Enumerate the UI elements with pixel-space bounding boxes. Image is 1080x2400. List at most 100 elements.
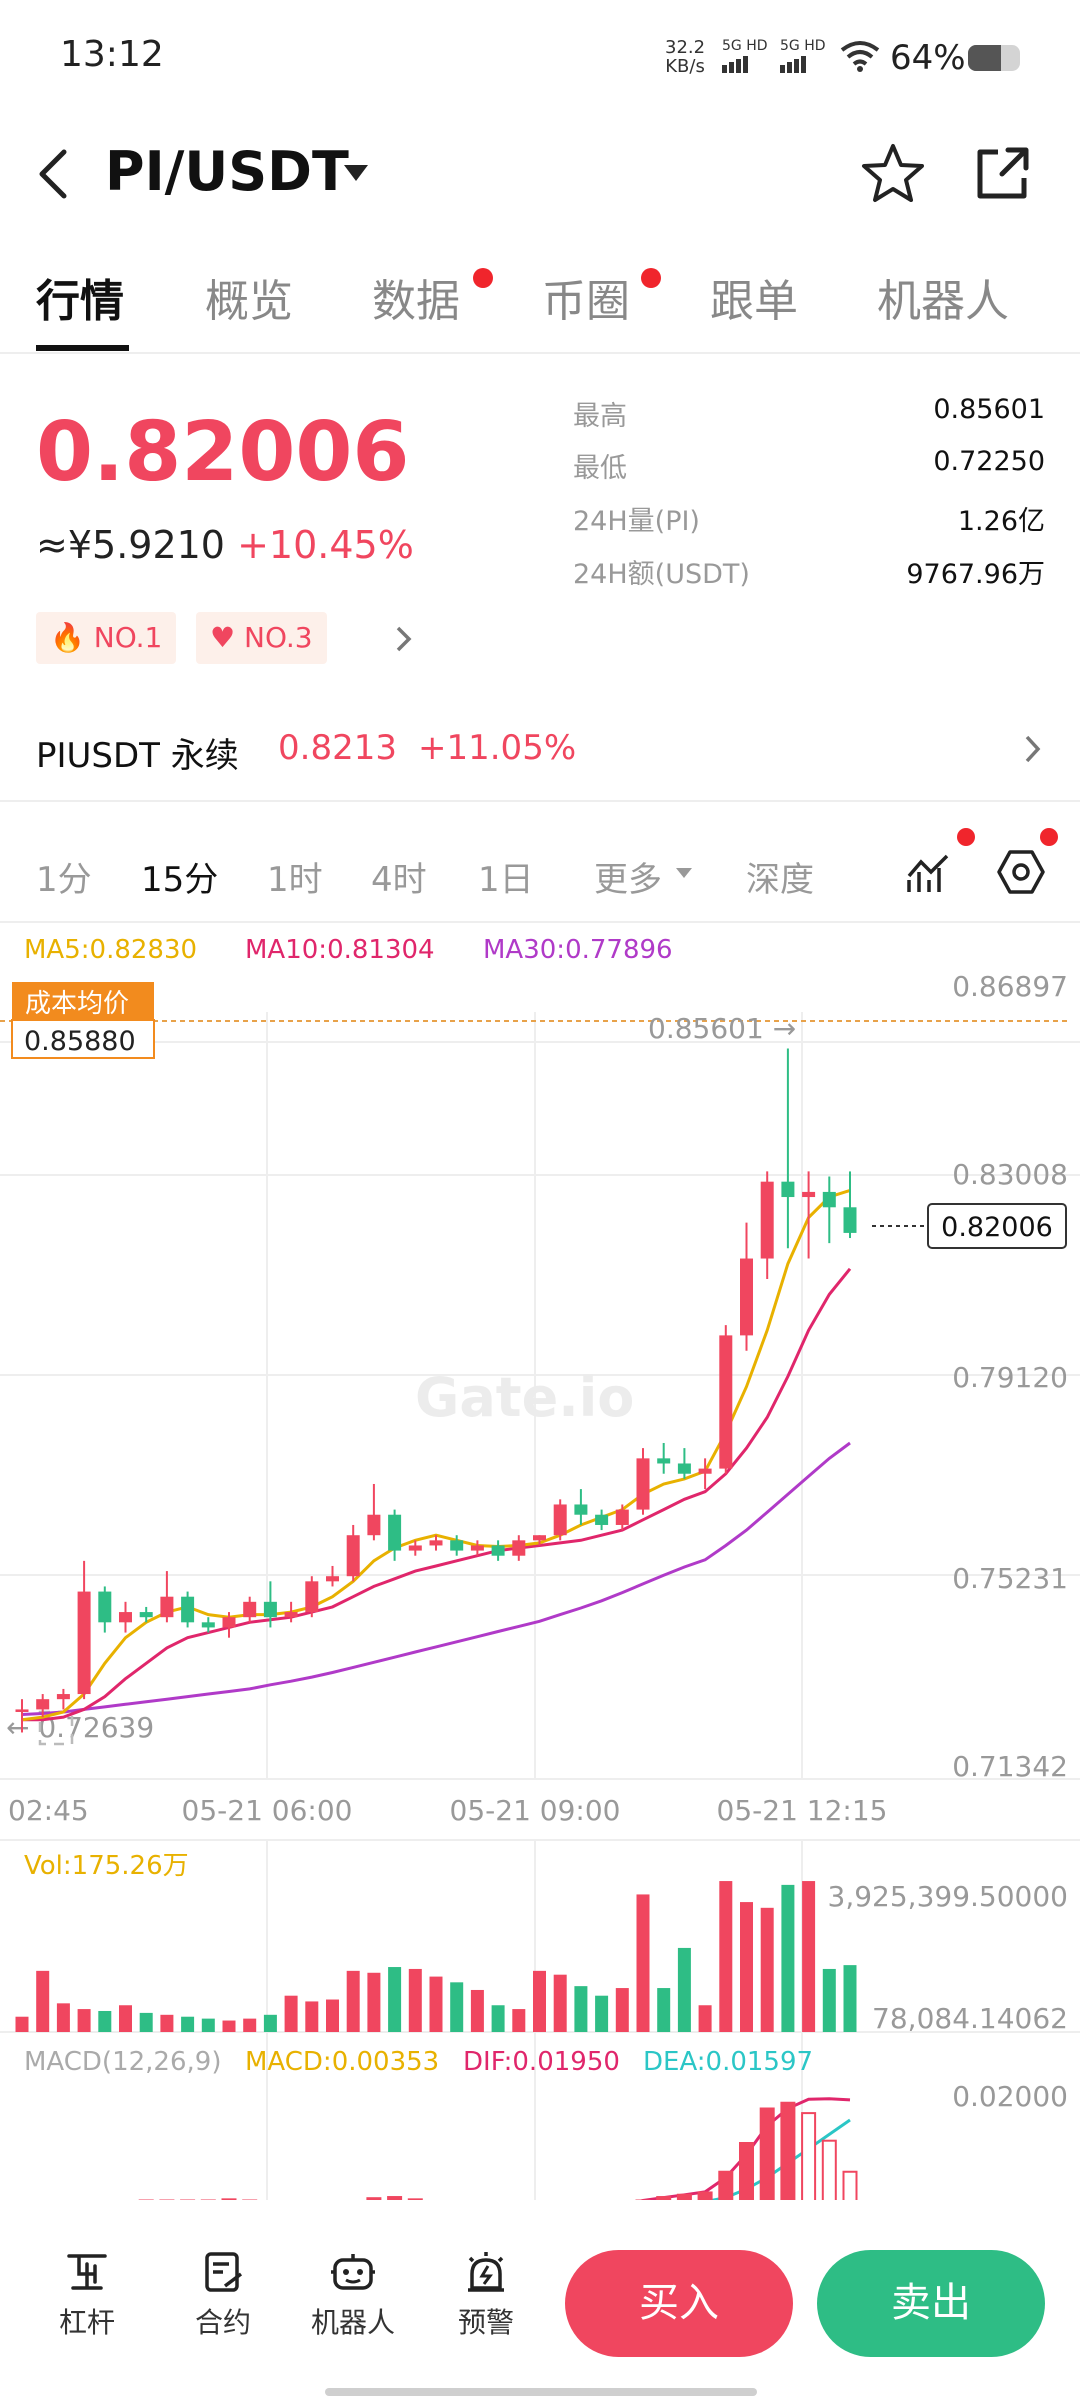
candle-body	[760, 1181, 774, 1259]
perpetual-change: +11.05%	[418, 728, 577, 768]
share-icon[interactable]	[972, 144, 1032, 204]
perpetual-name[interactable]: PIUSDT 永续	[36, 736, 239, 776]
caret-down-icon[interactable]	[342, 163, 370, 183]
stat-high-label: 最高	[573, 401, 627, 432]
macd-histogram-bar	[407, 2198, 423, 2200]
alert-button[interactable]: 预警	[431, 2250, 541, 2341]
interval-1m[interactable]: 1分	[36, 860, 92, 900]
interval-more[interactable]: 更多	[594, 860, 662, 900]
candle-body	[326, 1576, 339, 1582]
last-price: 0.82006	[36, 405, 410, 500]
interval-4h[interactable]: 4时	[371, 860, 427, 900]
expand-icon[interactable]	[38, 1710, 74, 1746]
macd-histogram-bar	[780, 2101, 796, 2200]
tab-market[interactable]: 行情	[36, 276, 124, 327]
volume-bar	[263, 2014, 277, 2032]
rank-badge-hot[interactable]: 🔥 NO.1	[36, 612, 177, 664]
candle-body	[512, 1540, 526, 1556]
volume-bar	[408, 1968, 422, 2032]
tab-data[interactable]: 数据	[372, 276, 460, 327]
ma30-legend: MA30:0.77896	[483, 935, 673, 965]
star-outline-icon[interactable]	[860, 142, 926, 204]
indicator-notification-dot	[957, 828, 975, 846]
contract-icon	[205, 2252, 243, 2292]
settings-hexagon-icon[interactable]	[996, 848, 1046, 896]
divider	[0, 352, 1080, 354]
macd-histogram-bar	[387, 2196, 403, 2200]
price-change: +10.45%	[237, 523, 414, 567]
indicator-chart-icon[interactable]	[905, 850, 953, 896]
candle-body	[574, 1504, 588, 1515]
x-tick: 05-21 09:00	[450, 1794, 621, 1827]
high-marker: 0.85601 →	[648, 1012, 796, 1045]
y-tick: 0.83008	[952, 1158, 1068, 1191]
wifi-icon	[840, 41, 880, 72]
tab-copy-trade[interactable]: 跟单	[710, 276, 798, 327]
tab-coin-circle[interactable]: 币圈	[542, 276, 630, 327]
tab-data-notification-dot	[473, 268, 493, 288]
macd-histogram-bar	[842, 2170, 858, 2200]
ma30-line	[21, 1441, 851, 1716]
chevron-right-icon[interactable]	[1022, 733, 1044, 765]
candle-body	[388, 1514, 402, 1551]
dif-line	[638, 2097, 851, 2200]
candle-body	[677, 1463, 691, 1474]
sim2-signal: 5G HD	[780, 38, 826, 73]
pair-title[interactable]: PI/USDT	[105, 140, 349, 203]
volume-bar	[719, 1881, 733, 2032]
kline-chart[interactable]: Gate.io MA5:0.82830 MA10:0.81304 MA30:0.…	[0, 922, 1080, 2200]
contract-label: 合约	[194, 2306, 251, 2339]
cost-average-tag	[12, 982, 154, 1020]
volume-bar	[677, 1947, 691, 2032]
back-arrow-icon[interactable]	[36, 148, 70, 200]
volume-y-tick: 78,084.14062	[872, 2002, 1068, 2035]
contract-button[interactable]: 合约	[168, 2250, 278, 2341]
volume-bar	[533, 1970, 546, 2032]
sell-button[interactable]: 卖出	[817, 2250, 1045, 2357]
candle-body	[367, 1514, 381, 1536]
interval-1d[interactable]: 1日	[478, 860, 534, 900]
y-tick: 0.75231	[952, 1562, 1068, 1595]
candle-body	[284, 1612, 298, 1618]
volume-bar	[802, 1881, 816, 2032]
caret-down-icon[interactable]	[674, 866, 694, 880]
tab-overview[interactable]: 概览	[205, 276, 293, 327]
bot-label: 机器人	[310, 2306, 395, 2339]
ma5-path	[21, 1188, 851, 1722]
sim2-label: 5G HD	[780, 38, 826, 54]
stat-low-value: 0.72250	[933, 446, 1045, 477]
macd-legend: MACD(12,26,9)	[24, 2047, 221, 2077]
heart-icon: ♥	[210, 621, 236, 654]
volume-bar	[740, 1902, 753, 2032]
volume-bar	[843, 1965, 857, 2032]
leverage-button[interactable]: 杠杆	[32, 2250, 142, 2341]
volume-bar	[450, 1982, 464, 2032]
chevron-right-icon[interactable]	[393, 624, 415, 654]
candle-body	[56, 1694, 70, 1700]
interval-depth[interactable]: 深度	[746, 860, 814, 900]
tab-coin-circle-notification-dot	[641, 268, 661, 288]
macd-histogram-bar	[221, 2198, 237, 2200]
dea-value: DEA:0.01597	[643, 2047, 813, 2077]
rank-badge-hot-label: NO.1	[93, 621, 163, 654]
interval-1h[interactable]: 1时	[267, 860, 323, 900]
ma5-legend: MA5:0.82830	[24, 935, 197, 965]
volume-bar	[305, 2001, 319, 2032]
signal-bars-icon	[780, 54, 808, 73]
current-price-tag-value: 0.82006	[941, 1212, 1053, 1243]
stat-volume-label: 24H量(PI)	[573, 506, 700, 537]
volume-bar	[243, 2018, 257, 2032]
x-tick: 05-21 12:15	[717, 1794, 888, 1827]
macd-histogram-bar	[739, 2142, 754, 2200]
tab-bot[interactable]: 机器人	[877, 276, 1009, 327]
net-speed-unit: KB/s	[665, 56, 705, 77]
rank-badge-fav[interactable]: ♥ NO.3	[196, 612, 327, 664]
bot-button[interactable]: 机器人	[298, 2250, 408, 2341]
buy-button[interactable]: 买入	[565, 2250, 793, 2357]
ma30-path	[21, 1441, 851, 1716]
interval-15m[interactable]: 15分	[141, 860, 219, 900]
alarm-icon	[468, 2252, 504, 2292]
ma10-path	[22, 1267, 852, 1722]
leverage-label: 杠杆	[58, 2306, 115, 2339]
y-tick: 0.79120	[952, 1361, 1068, 1394]
